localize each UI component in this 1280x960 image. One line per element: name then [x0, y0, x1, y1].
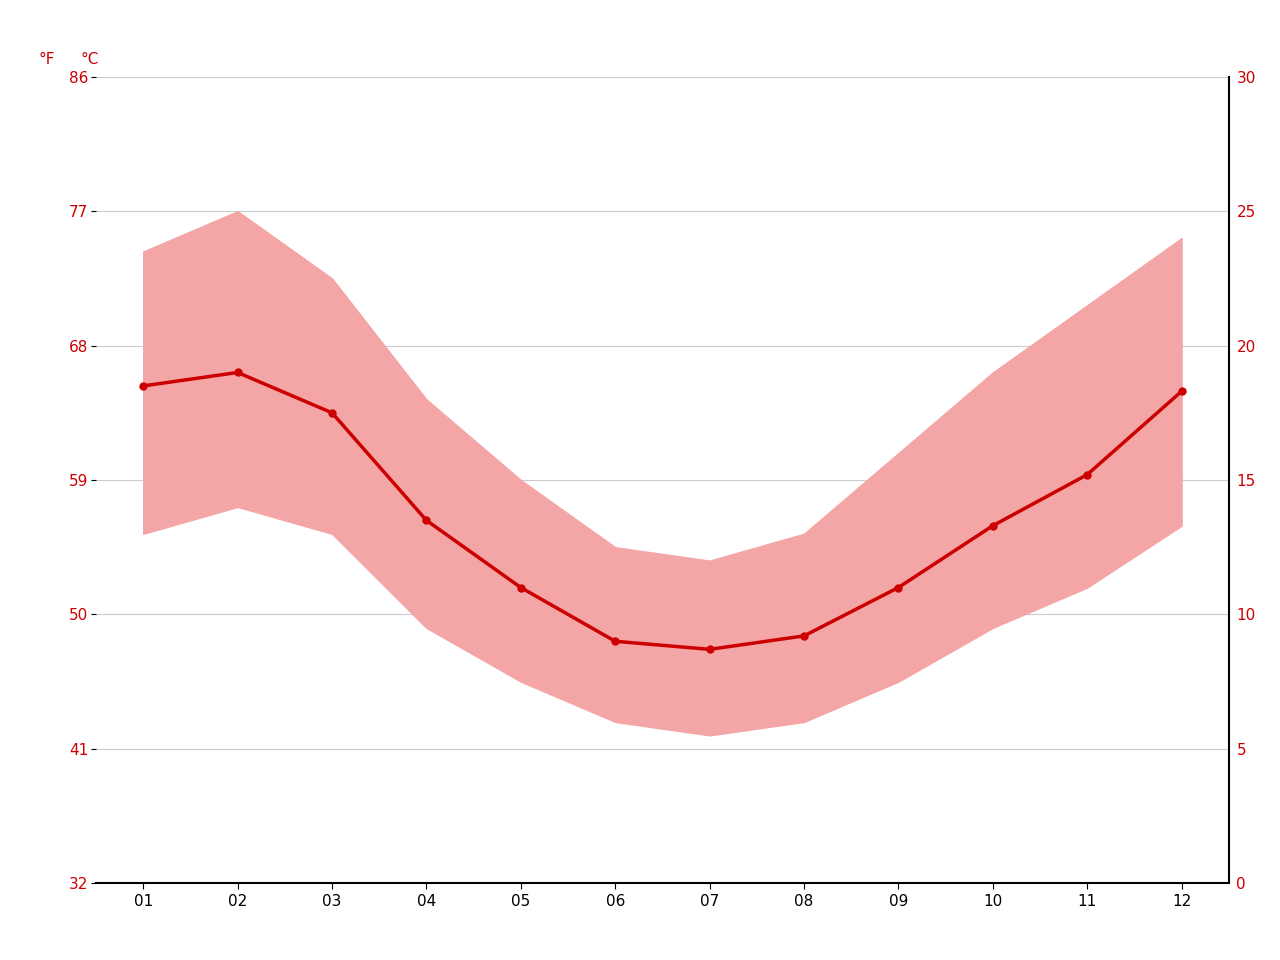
- Text: °F: °F: [38, 52, 55, 67]
- Text: °C: °C: [81, 52, 99, 67]
